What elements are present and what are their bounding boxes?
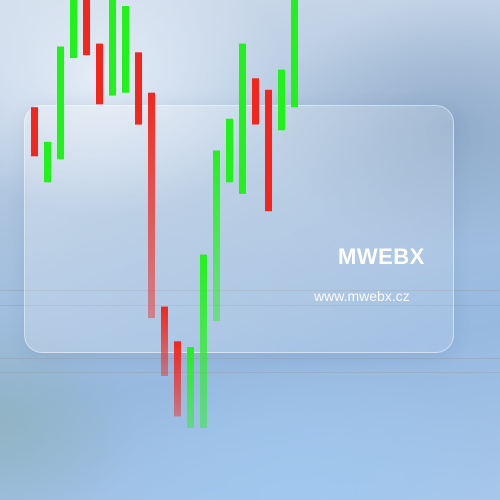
price-bar-down	[148, 92, 155, 319]
price-bar-up	[239, 43, 246, 194]
price-bar-down	[31, 107, 38, 157]
grid-line-middle	[0, 305, 500, 306]
price-bar-up	[122, 6, 129, 93]
brand-url: www.mwebx.cz	[314, 288, 410, 304]
price-bar-up	[278, 69, 285, 131]
grid-line-bottom	[0, 372, 500, 373]
price-bar-up	[291, 0, 298, 108]
price-bar-up	[187, 347, 194, 428]
price-bar-down	[135, 52, 142, 125]
grid-line-lower	[0, 358, 500, 359]
price-bar-up	[226, 118, 233, 183]
price-bar-down	[265, 89, 272, 212]
price-bar-up	[70, 0, 77, 59]
price-bar-up	[57, 46, 64, 160]
price-bar-down	[174, 341, 181, 417]
price-bar-down	[83, 0, 90, 56]
price-bar-down	[96, 43, 103, 105]
grid-line-top	[0, 290, 500, 291]
price-bar-up	[109, 0, 116, 96]
price-bar-up	[213, 150, 220, 321]
price-bar-up	[200, 254, 207, 428]
brand-name: MWEBX	[338, 244, 425, 269]
price-bar-down	[252, 78, 259, 125]
price-bar-down	[161, 306, 168, 376]
price-bar-up	[44, 141, 51, 183]
